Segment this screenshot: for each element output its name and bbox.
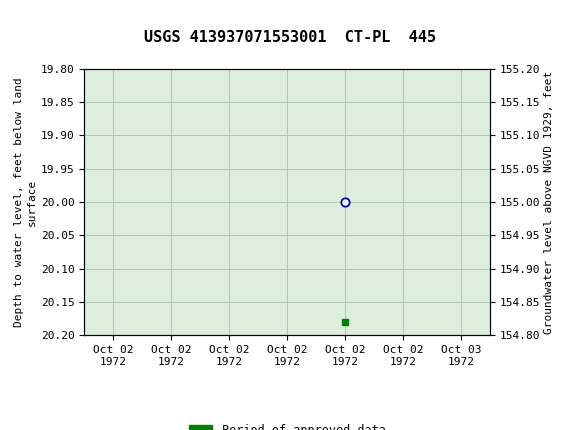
Legend: Period of approved data: Period of approved data	[184, 419, 390, 430]
Y-axis label: Groundwater level above NGVD 1929, feet: Groundwater level above NGVD 1929, feet	[545, 71, 554, 334]
Text: USGS 413937071553001  CT-PL  445: USGS 413937071553001 CT-PL 445	[144, 30, 436, 45]
Text: USGS: USGS	[26, 7, 81, 25]
Y-axis label: Depth to water level, feet below land
surface: Depth to water level, feet below land su…	[14, 77, 37, 327]
